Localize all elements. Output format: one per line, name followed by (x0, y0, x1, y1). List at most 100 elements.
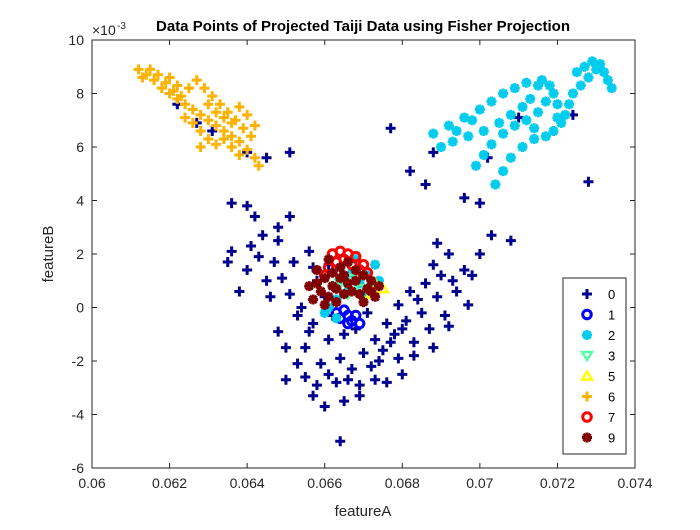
data-point (544, 80, 555, 91)
data-point (308, 318, 319, 329)
x-tick-label: 0.06 (78, 475, 105, 491)
legend-label: 2 (608, 328, 615, 343)
data-point (377, 345, 388, 356)
data-point (556, 117, 567, 128)
data-point (428, 259, 439, 270)
data-point (447, 275, 458, 286)
data-point (350, 265, 361, 276)
data-point (152, 69, 163, 80)
data-point (579, 61, 590, 72)
data-point (381, 318, 392, 329)
axis-ticks: 0.06 0.062 0.064 0.066 0.068 0.07 0.072 0.074 -6… (68, 32, 652, 491)
chart-title: Data Points of Projected Taiji Data usin… (156, 18, 570, 35)
data-point (420, 179, 431, 190)
data-point (280, 374, 291, 385)
data-point (218, 112, 229, 123)
x-tick-label: 0.072 (540, 475, 575, 491)
y-tick-label: 6 (76, 139, 84, 155)
data-point (463, 131, 474, 142)
x-tick-label: 0.062 (152, 475, 187, 491)
data-point (548, 125, 559, 136)
data-point (498, 128, 509, 139)
data-point (358, 270, 369, 281)
data-point (393, 353, 404, 364)
legend-label: 1 (608, 308, 615, 323)
data-point (536, 75, 547, 86)
data-point (583, 72, 594, 83)
data-point (288, 257, 299, 268)
data-point (211, 107, 222, 118)
data-point (346, 286, 357, 297)
data-point (246, 131, 257, 142)
data-point (273, 326, 284, 337)
data-point (436, 270, 447, 281)
data-point (323, 254, 334, 265)
data-point (199, 83, 210, 94)
data-point (137, 72, 148, 83)
data-point (509, 83, 520, 94)
data-point (505, 235, 516, 246)
data-point (478, 125, 489, 136)
y-tick-label: 10 (68, 32, 84, 48)
data-point (261, 152, 272, 163)
series-6 (133, 64, 264, 171)
data-point (207, 91, 218, 102)
legend-label: 0 (608, 287, 615, 302)
data-point (342, 309, 354, 322)
y-tick-label: 2 (76, 246, 84, 262)
data-point (339, 289, 350, 300)
data-point (540, 96, 551, 107)
data-point (397, 369, 408, 380)
data-point (366, 361, 377, 372)
data-point (331, 313, 342, 324)
data-point (315, 286, 326, 297)
data-point (160, 77, 171, 88)
data-point (533, 80, 544, 91)
legend-marker (579, 369, 595, 381)
data-point (234, 136, 245, 147)
y-tick-label: -6 (72, 460, 85, 476)
data-point (358, 297, 369, 308)
data-point (238, 123, 249, 134)
data-point (273, 222, 284, 233)
data-point (505, 152, 516, 163)
data-point (284, 147, 295, 158)
data-point (595, 59, 606, 70)
y-exponent-base: ×10 (92, 22, 116, 38)
data-point (428, 147, 439, 158)
data-point (439, 310, 450, 321)
data-point (311, 380, 322, 391)
data-point (529, 123, 540, 134)
data-point (203, 133, 214, 144)
y-tick-label: 4 (76, 193, 84, 209)
data-point (234, 150, 245, 161)
data-point (366, 286, 377, 297)
data-point (257, 230, 268, 241)
data-point (474, 104, 485, 115)
x-axis-label: featureA (335, 503, 392, 520)
data-point (420, 278, 431, 289)
legend-label: 6 (608, 390, 615, 405)
data-point (509, 120, 520, 131)
data-point (180, 112, 191, 123)
data-point (533, 107, 544, 118)
data-point (352, 284, 367, 296)
data-point (447, 136, 458, 147)
y-tick-label: -2 (72, 353, 85, 369)
data-point (172, 80, 183, 91)
data-point (374, 356, 385, 366)
data-point (567, 88, 578, 99)
data-point (540, 131, 551, 142)
data-point (304, 326, 315, 337)
data-point (552, 112, 563, 123)
data-point (587, 56, 598, 67)
data-point (366, 275, 377, 286)
legend-label: 5 (608, 369, 615, 384)
data-point (486, 139, 497, 150)
data-point (474, 249, 485, 259)
data-point (339, 329, 350, 340)
data-point (405, 166, 416, 177)
legend-marker (581, 308, 593, 321)
